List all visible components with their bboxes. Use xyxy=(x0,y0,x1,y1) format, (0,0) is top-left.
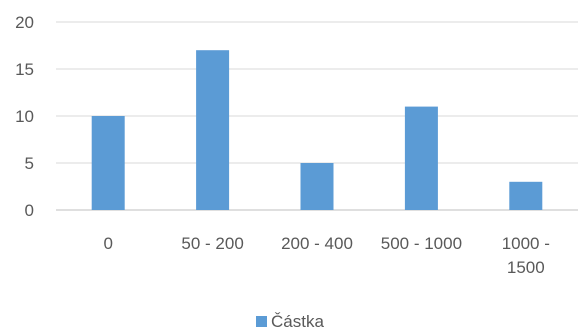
y-axis-ticks: 0 5 10 15 20 xyxy=(15,13,34,220)
x-axis-ticks: 0 50 - 200 200 - 400 500 - 1000 1000 -1500 xyxy=(103,234,549,277)
x-tick-label: 50 - 200 xyxy=(181,234,243,253)
bar xyxy=(404,106,438,210)
x-tick-label: 200 - 400 xyxy=(281,234,353,253)
legend: Částka xyxy=(0,312,580,332)
x-tick-label: 1000 -1500 xyxy=(502,234,550,277)
y-tick-label: 20 xyxy=(15,13,34,32)
bar xyxy=(91,116,125,210)
y-tick-label: 5 xyxy=(25,154,34,173)
bar xyxy=(196,50,230,211)
bar xyxy=(300,163,334,210)
x-tick-label: 0 xyxy=(103,234,112,253)
bars xyxy=(91,50,543,211)
legend-swatch xyxy=(256,316,268,327)
bar xyxy=(509,181,543,210)
x-tick-label: 500 - 1000 xyxy=(381,234,462,253)
y-tick-label: 10 xyxy=(15,107,34,126)
gridlines xyxy=(56,21,578,211)
y-tick-label: 15 xyxy=(15,60,34,79)
bar-chart: 0 5 10 15 20 0 50 - 200 200 - 400 500 - 1000 100… xyxy=(15,13,578,277)
legend-label: Částka xyxy=(271,312,324,331)
y-tick-label: 0 xyxy=(25,201,34,220)
